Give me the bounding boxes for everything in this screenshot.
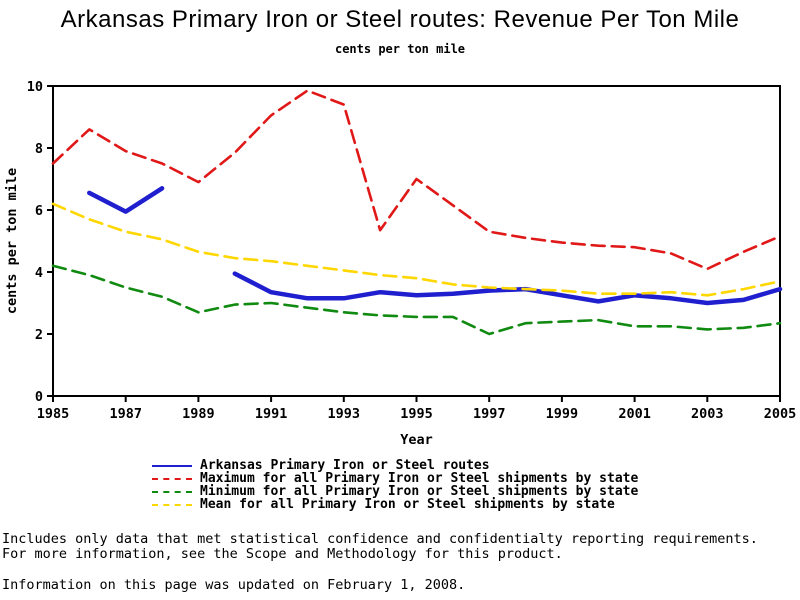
x-tick-label: 1985 — [37, 406, 70, 422]
x-tick-label: 1991 — [255, 406, 288, 422]
y-tick-label: 4 — [35, 265, 43, 281]
line-chart: 0 2 4 6 8 10 1985 1987 1989 1991 1993 1995 1997 1999 2… — [4, 79, 797, 448]
series-line-3 — [51, 202, 782, 297]
legend-label: Mean for all Primary Iron or Steel shipm… — [200, 497, 615, 512]
legend-label: Maximum for all Primary Iron or Steel sh… — [200, 471, 639, 486]
legend-item: Mean for all Primary Iron or Steel shipm… — [152, 498, 638, 511]
page-subtitle: cents per ton mile — [334, 42, 466, 56]
footnote-updated: Information on this page was updated on … — [2, 577, 466, 593]
y-tick-label: 0 — [35, 389, 43, 405]
y-tick-label: 8 — [35, 141, 43, 157]
x-tick-label: 2001 — [618, 406, 651, 422]
chart-legend: Arkansas Primary Iron or Steel routes Max… — [152, 459, 638, 511]
x-tick-label: 2003 — [691, 406, 724, 422]
legend-swatch — [152, 477, 192, 480]
x-tick-label: 1995 — [400, 406, 433, 422]
legend-item: Arkansas Primary Iron or Steel routes — [152, 459, 638, 472]
x-tick-label: 1999 — [546, 406, 579, 422]
x-tick-label: 1993 — [328, 406, 361, 422]
y-tick-label: 6 — [35, 203, 43, 219]
series-line-2 — [51, 264, 782, 336]
y-tick-label: 2 — [35, 327, 43, 343]
legend-label: Arkansas Primary Iron or Steel routes — [200, 458, 490, 473]
legend-label: Minimum for all Primary Iron or Steel sh… — [200, 484, 639, 499]
footnote-line-1: Includes only data that met statistical … — [2, 531, 758, 547]
legend-swatch — [152, 464, 192, 467]
series-line-0 — [232, 271, 783, 306]
x-axis-title: Year — [400, 432, 433, 448]
x-tick-label: 1989 — [182, 406, 215, 422]
x-tick-label: 2005 — [764, 406, 797, 422]
plot-frame — [52, 85, 781, 397]
legend-swatch — [152, 503, 192, 506]
y-tick-label: 10 — [27, 79, 43, 95]
series-line-0 — [87, 186, 165, 214]
x-tick-label: 1997 — [473, 406, 506, 422]
footnote-block: Includes only data that met statistical … — [2, 532, 758, 562]
page-title: Arkansas Primary Iron or Steel routes: R… — [60, 6, 740, 33]
footnote-line-2: For more information, see the Scope and … — [2, 546, 563, 562]
series-line-1 — [51, 89, 782, 271]
y-axis-title: cents per ton mile — [4, 168, 20, 314]
legend-item: Minimum for all Primary Iron or Steel sh… — [152, 485, 638, 498]
x-tick-label: 1987 — [109, 406, 142, 422]
legend-item: Maximum for all Primary Iron or Steel sh… — [152, 472, 638, 485]
legend-swatch — [152, 490, 192, 493]
